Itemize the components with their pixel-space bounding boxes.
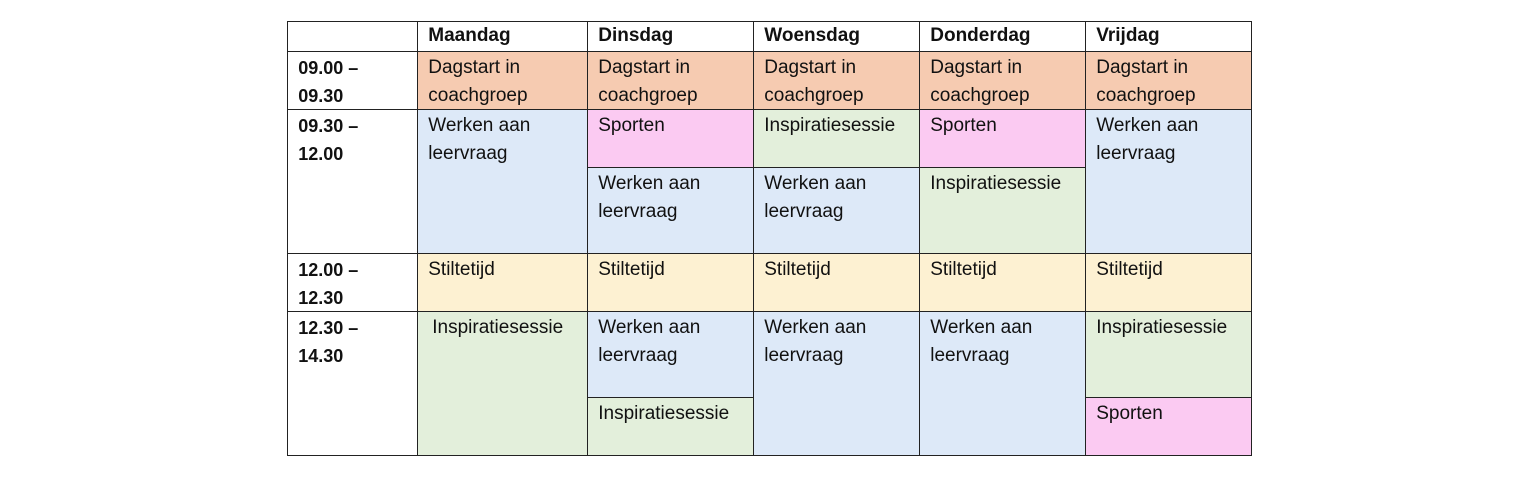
time-slot: 09.00 – 09.30: [287, 51, 419, 111]
activity-cell: Dagstart in coachgroep: [919, 51, 1087, 111]
day-header-donderdag: Donderdag: [919, 21, 1087, 53]
activity-cell: Inspiratiesessie: [417, 311, 589, 457]
activity-cell: Inspiratiesessie: [587, 397, 755, 457]
activity-cell: Stiltetijd: [753, 253, 921, 313]
activity-cell: Stiltetijd: [1085, 253, 1253, 313]
activity-cell: Sporten: [1085, 397, 1253, 457]
activity-cell: Dagstart in coachgroep: [417, 51, 589, 111]
activity-cell: Dagstart in coachgroep: [1085, 51, 1253, 111]
day-header-dinsdag: Dinsdag: [587, 21, 755, 53]
activity-cell: Stiltetijd: [587, 253, 755, 313]
activity-cell: Werken aan leervraag: [1085, 109, 1253, 255]
activity-cell: Werken aan leervraag: [919, 311, 1087, 457]
activity-cell: Werken aan leervraag: [753, 311, 921, 457]
day-header-woensdag: Woensdag: [753, 21, 921, 53]
time-slot: 12.00 – 12.30: [287, 253, 419, 313]
day-header-maandag: Maandag: [417, 21, 589, 53]
activity-cell: Werken aan leervraag: [587, 167, 755, 255]
time-slot: 12.30 – 14.30: [287, 311, 419, 457]
activity-cell: Dagstart in coachgroep: [753, 51, 921, 111]
activity-cell: Dagstart in coachgroep: [587, 51, 755, 111]
corner-cell: [287, 21, 419, 53]
activity-cell: Werken aan leervraag: [753, 167, 921, 255]
day-header-vrijdag: Vrijdag: [1085, 21, 1253, 53]
activity-cell: Stiltetijd: [417, 253, 589, 313]
activity-cell: Inspiratiesessie: [919, 167, 1087, 255]
activity-cell: Stiltetijd: [919, 253, 1087, 313]
activity-cell: Werken aan leervraag: [417, 109, 589, 255]
activity-cell: Inspiratiesessie: [1085, 311, 1253, 399]
activity-cell: Inspiratiesessie: [753, 109, 921, 169]
activity-cell: Sporten: [587, 109, 755, 169]
time-slot: 09.30 – 12.00: [287, 109, 419, 255]
activity-cell: Sporten: [919, 109, 1087, 169]
activity-cell: Werken aan leervraag: [587, 311, 755, 399]
